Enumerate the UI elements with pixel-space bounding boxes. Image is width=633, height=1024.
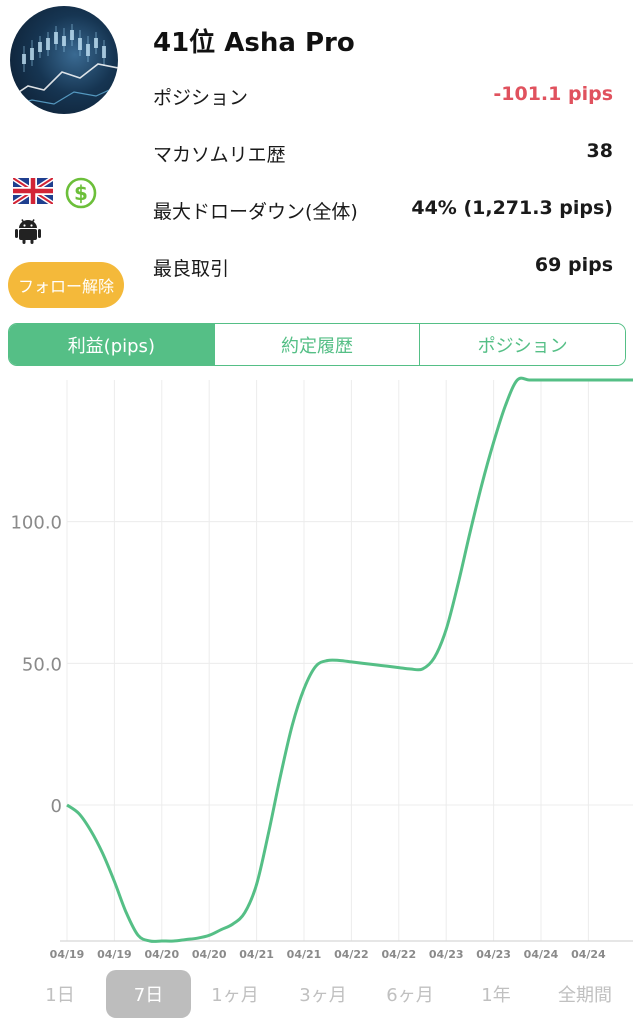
period-6m[interactable]: 6ヶ月 — [386, 985, 434, 1006]
y-tick-label: 0 — [51, 796, 62, 817]
x-tick-label: 04/23 — [429, 948, 464, 961]
stat-value: 44% (1,271.3 pips) — [411, 197, 613, 219]
svg-text:$: $ — [74, 181, 88, 205]
uk-flag-icon — [13, 178, 53, 204]
x-tick-label: 04/23 — [476, 948, 511, 961]
x-tick-label: 04/21 — [287, 948, 322, 961]
x-tick-label: 04/19 — [97, 948, 132, 961]
tab-profit[interactable]: 利益(pips) — [9, 324, 215, 365]
stat-value: 38 — [586, 140, 613, 162]
period-selector: 1日 7日 1ヶ月 3ヶ月 6ヶ月 1年 全期間 — [0, 966, 633, 1020]
tab-positions[interactable]: ポジション — [420, 324, 625, 365]
x-tick-label: 04/21 — [239, 948, 274, 961]
stat-label: ポジション — [153, 87, 249, 109]
stat-row-history: マカソムリエ歴 38 — [153, 140, 613, 170]
chart-avatar-icon — [10, 24, 118, 107]
profit-series-line — [66, 376, 633, 943]
period-1m[interactable]: 1ヶ月 — [211, 985, 259, 1006]
x-tick-label: 04/20 — [192, 948, 227, 961]
x-tick-label: 04/22 — [334, 948, 369, 961]
y-tick-label: 50.0 — [22, 654, 62, 675]
period-1y[interactable]: 1年 — [481, 985, 511, 1006]
stat-label: 最大ドローダウン(全体) — [153, 201, 358, 223]
x-tick-label: 04/22 — [381, 948, 416, 961]
stat-label: 最良取引 — [153, 258, 230, 280]
stat-row-max-drawdown: 最大ドローダウン(全体) 44% (1,271.3 pips) — [153, 197, 613, 227]
android-icon — [15, 219, 41, 244]
x-tick-label: 04/19 — [50, 948, 85, 961]
stat-value: 69 pips — [534, 254, 613, 276]
trader-title: 41位 Asha Pro — [153, 28, 355, 58]
period-1d[interactable]: 1日 — [45, 985, 75, 1006]
x-tick-label: 04/24 — [524, 948, 559, 961]
x-tick-label: 04/20 — [144, 948, 179, 961]
period-all[interactable]: 全期間 — [558, 985, 612, 1006]
profit-line-chart: 100.0 50.0 0 04/19 04/19 04/20 04/20 04/21 04/21… — [10, 376, 633, 961]
period-3m[interactable]: 3ヶ月 — [299, 985, 347, 1006]
stat-label: マカソムリエ歴 — [153, 144, 286, 166]
period-7d[interactable]: 7日 — [106, 970, 191, 1018]
unfollow-button[interactable]: フォロー解除 — [8, 262, 124, 308]
tab-trade-history[interactable]: 約定履歴 — [214, 324, 421, 365]
stat-row-best-trade: 最良取引 69 pips — [153, 254, 613, 284]
dollar-icon: $ — [65, 177, 97, 209]
y-tick-label: 100.0 — [10, 513, 62, 534]
trader-avatar — [10, 6, 118, 114]
stat-row-position: ポジション -101.1 pips — [153, 83, 613, 113]
stat-value: -101.1 pips — [493, 83, 613, 105]
x-tick-label: 04/24 — [571, 948, 606, 961]
chart-tabs: 利益(pips) 約定履歴 ポジション — [8, 323, 626, 366]
